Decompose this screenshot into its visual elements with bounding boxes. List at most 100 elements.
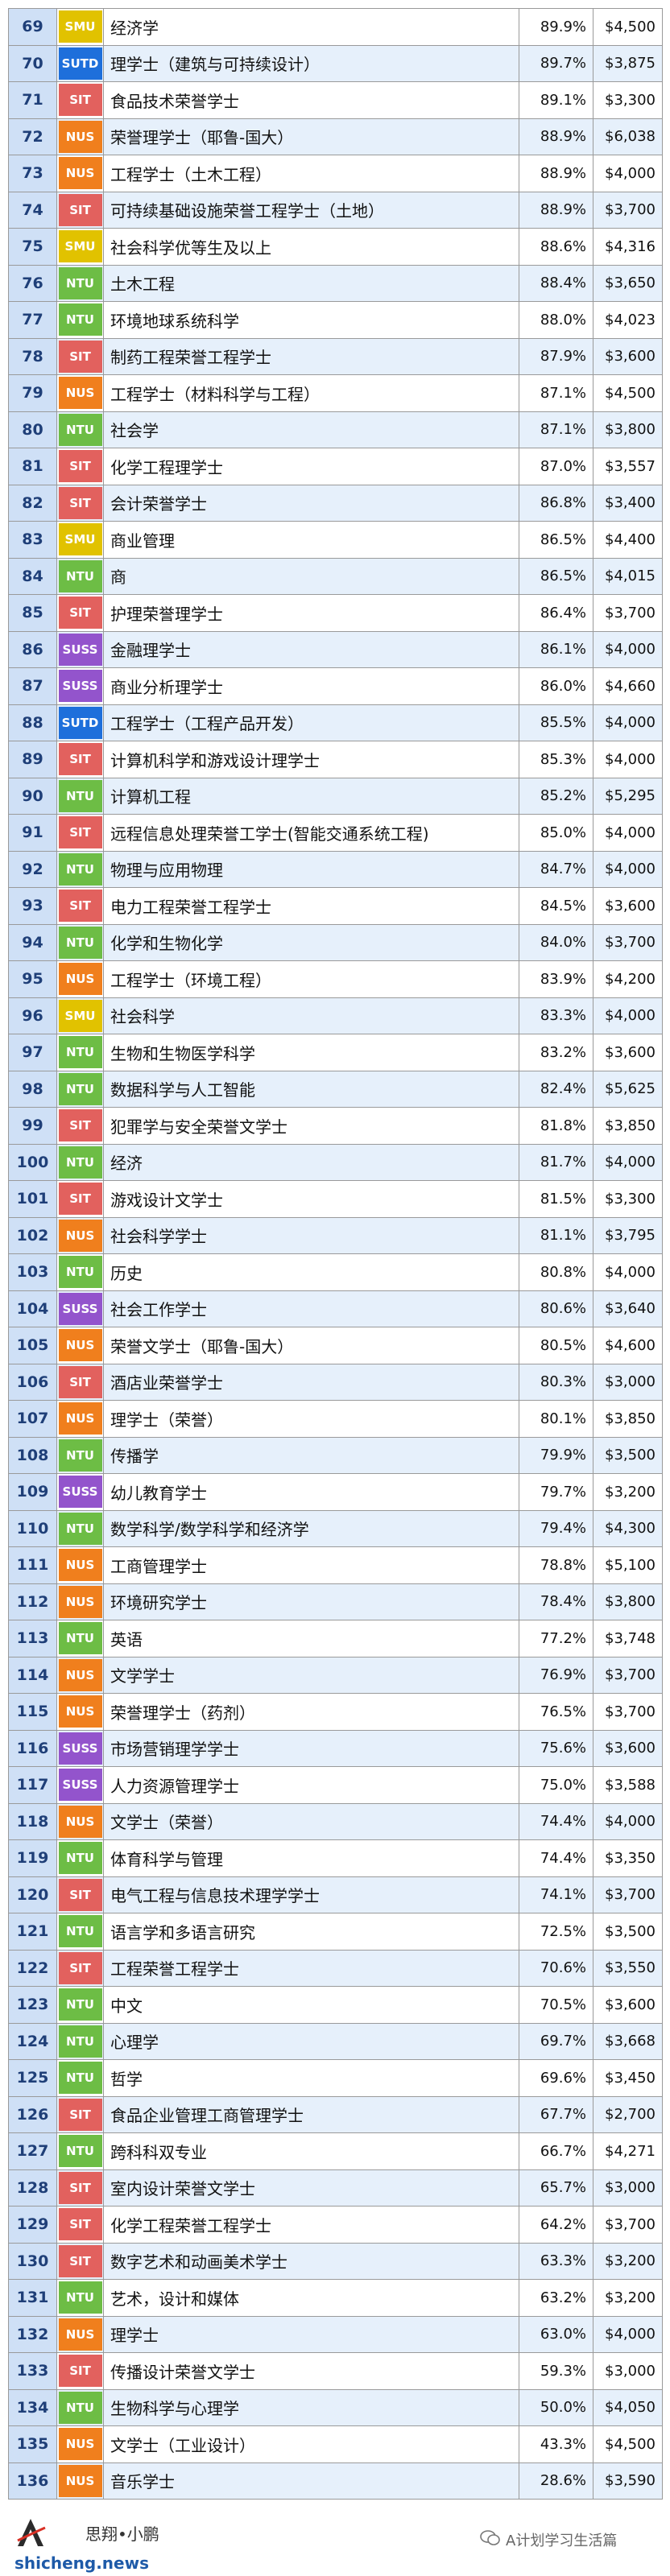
- university-badge: SUSS: [58, 1292, 102, 1325]
- university-badge: NUS: [58, 1549, 102, 1582]
- university-badge: NUS: [58, 2428, 102, 2461]
- program-name-cell: 会计荣誉学士: [104, 485, 519, 522]
- employment-rate-cell: 86.5%: [519, 522, 593, 559]
- program-name-cell: 食品技术荣誉学士: [104, 82, 519, 119]
- table-row: 76 NTU 土木工程 88.4% $3,650: [9, 265, 663, 302]
- university-badge: SIT: [58, 2355, 102, 2388]
- university-badge: NTU: [58, 1146, 102, 1179]
- university-cell: NUS: [57, 1583, 104, 1620]
- university-cell: SIT: [57, 741, 104, 778]
- median-salary-cell: $3,700: [593, 595, 663, 632]
- employment-rate-cell: 86.8%: [519, 485, 593, 522]
- ranking-table: 69 SMU 经济学 89.9% $4,500 70 SUTD 理学士（建筑与可持续设计） 89…: [8, 8, 663, 2500]
- median-salary-cell: $3,600: [593, 1987, 663, 2024]
- program-name-cell: 护理荣誉理学士: [104, 595, 519, 632]
- employment-rate-cell: 89.7%: [519, 45, 593, 82]
- university-badge: NTU: [58, 266, 102, 299]
- median-salary-cell: $4,000: [593, 1254, 663, 1291]
- university-cell: NTU: [57, 2023, 104, 2060]
- employment-rate-cell: 85.2%: [519, 778, 593, 815]
- median-salary-cell: $5,100: [593, 1547, 663, 1584]
- program-name-cell: 环境研究学士: [104, 1583, 519, 1620]
- median-salary-cell: $3,600: [593, 1730, 663, 1767]
- rank-cell: 114: [9, 1657, 57, 1694]
- university-badge: SIT: [58, 1951, 102, 1984]
- program-name-cell: 音乐学士: [104, 2462, 519, 2500]
- employment-rate-cell: 88.9%: [519, 192, 593, 229]
- program-name-cell: 远程信息处理荣誉工学士(智能交通系统工程): [104, 815, 519, 852]
- table-row: 113 NTU 英语 77.2% $3,748: [9, 1620, 663, 1657]
- table-row: 98 NTU 数据科学与人工智能 82.4% $5,625: [9, 1071, 663, 1108]
- university-badge: SIT: [58, 2098, 102, 2131]
- university-badge: SUSS: [58, 633, 102, 666]
- table-row: 79 NUS 工程学士（材料科学与工程） 87.1% $4,500: [9, 375, 663, 412]
- median-salary-cell: $3,850: [593, 1108, 663, 1145]
- median-salary-cell: $3,700: [593, 192, 663, 229]
- program-name-cell: 工程荣誉工程学士: [104, 1950, 519, 1987]
- table-row: 91 SIT 远程信息处理荣誉工学士(智能交通系统工程) 85.0% $4,000: [9, 815, 663, 852]
- median-salary-cell: $4,271: [593, 2133, 663, 2170]
- program-name-cell: 社会工作学士: [104, 1290, 519, 1327]
- median-salary-cell: $3,500: [593, 1913, 663, 1951]
- employment-rate-cell: 74.1%: [519, 1876, 593, 1913]
- university-badge: NUS: [58, 157, 102, 190]
- rank-cell: 103: [9, 1254, 57, 1291]
- rank-cell: 71: [9, 82, 57, 119]
- table-row: 136 NUS 音乐学士 28.6% $3,590: [9, 2462, 663, 2500]
- university-cell: SIT: [57, 2169, 104, 2207]
- program-name-cell: 理学士: [104, 2316, 519, 2353]
- median-salary-cell: $4,660: [593, 668, 663, 705]
- university-cell: SIT: [57, 192, 104, 229]
- rank-cell: 90: [9, 778, 57, 815]
- median-salary-cell: $3,668: [593, 2023, 663, 2060]
- table-row: 75 SMU 社会科学优等生及以上 88.6% $4,316: [9, 229, 663, 266]
- university-badge: SIT: [58, 1878, 102, 1911]
- university-badge: SIT: [58, 84, 102, 117]
- table-row: 134 NTU 生物科学与心理学 50.0% $4,050: [9, 2389, 663, 2426]
- table-row: 93 SIT 电力工程荣誉工程学士 84.5% $3,600: [9, 888, 663, 925]
- employment-rate-cell: 78.4%: [519, 1583, 593, 1620]
- university-badge: NTU: [58, 926, 102, 959]
- rank-cell: 119: [9, 1840, 57, 1877]
- university-cell: SIT: [57, 815, 104, 852]
- rank-cell: 128: [9, 2169, 57, 2207]
- median-salary-cell: $4,023: [593, 302, 663, 339]
- table-row: 135 NUS 文学士（工业设计） 43.3% $4,500: [9, 2426, 663, 2463]
- program-name-cell: 社会科学: [104, 997, 519, 1034]
- university-badge: SMU: [58, 999, 102, 1032]
- employment-rate-cell: 74.4%: [519, 1803, 593, 1840]
- university-badge: NUS: [58, 1695, 102, 1728]
- program-name-cell: 工程学士（土木工程）: [104, 155, 519, 192]
- rank-cell: 100: [9, 1144, 57, 1181]
- employment-rate-cell: 83.3%: [519, 997, 593, 1034]
- rank-cell: 76: [9, 265, 57, 302]
- table-row: 131 NTU 艺术，设计和媒体 63.2% $3,200: [9, 2280, 663, 2317]
- university-badge: NUS: [58, 2464, 102, 2497]
- table-row: 124 NTU 心理学 69.7% $3,668: [9, 2023, 663, 2060]
- university-badge: SIT: [58, 743, 102, 776]
- table-row: 80 NTU 社会学 87.1% $3,800: [9, 411, 663, 448]
- university-badge: NTU: [58, 2062, 102, 2095]
- university-badge: SIT: [58, 1183, 102, 1216]
- rank-cell: 125: [9, 2060, 57, 2097]
- employment-rate-cell: 88.6%: [519, 229, 593, 266]
- program-name-cell: 物理与应用物理: [104, 851, 519, 888]
- employment-rate-cell: 75.0%: [519, 1767, 593, 1804]
- employment-rate-cell: 84.7%: [519, 851, 593, 888]
- university-badge: NTU: [58, 1439, 102, 1472]
- university-cell: SMU: [57, 522, 104, 559]
- university-badge: SIT: [58, 2208, 102, 2241]
- rank-cell: 75: [9, 229, 57, 266]
- rank-cell: 74: [9, 192, 57, 229]
- employment-rate-cell: 75.6%: [519, 1730, 593, 1767]
- employment-rate-cell: 88.9%: [519, 118, 593, 155]
- employment-rate-cell: 64.2%: [519, 2207, 593, 2244]
- rank-cell: 99: [9, 1108, 57, 1145]
- university-badge: NTU: [58, 2025, 102, 2058]
- rank-cell: 73: [9, 155, 57, 192]
- rank-cell: 109: [9, 1474, 57, 1511]
- rank-cell: 113: [9, 1620, 57, 1657]
- median-salary-cell: $3,000: [593, 1364, 663, 1401]
- university-cell: SIT: [57, 2207, 104, 2244]
- table-row: 108 NTU 传播学 79.9% $3,500: [9, 1437, 663, 1474]
